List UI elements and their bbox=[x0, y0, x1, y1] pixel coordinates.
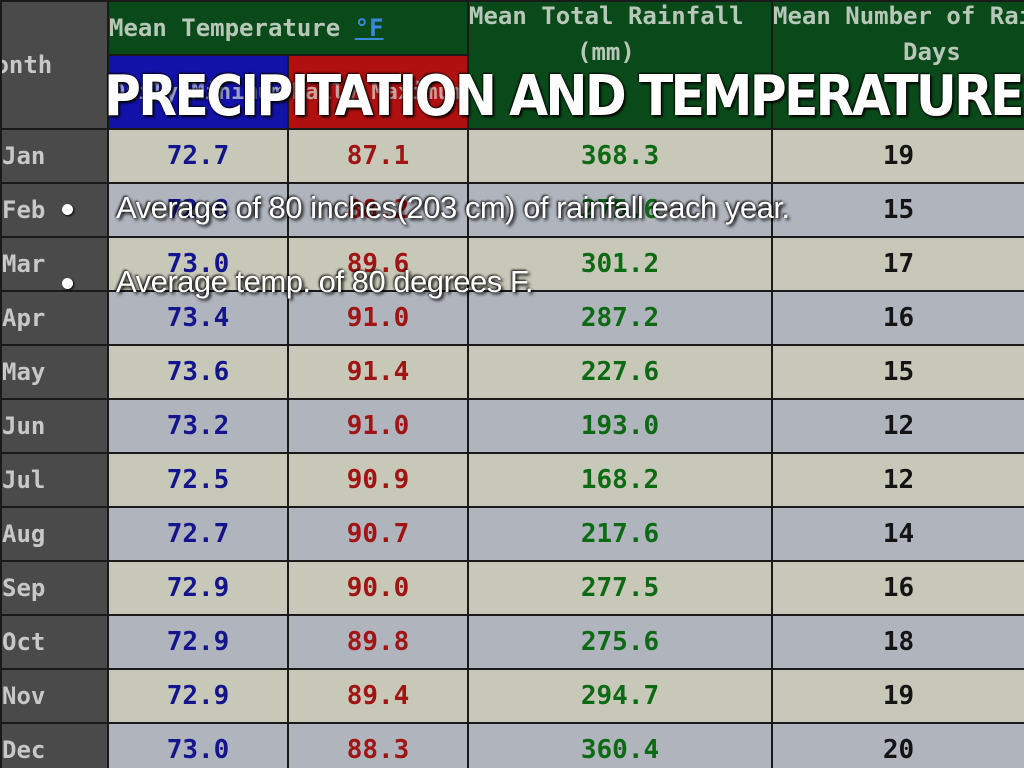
rainfall-cell: 275.6 bbox=[467, 614, 774, 670]
rain-days-cell: 18 bbox=[771, 614, 1024, 670]
table-row: Jul 72.5 90.9 168.2 12 bbox=[0, 452, 1024, 508]
daily-min-cell: 73.0 bbox=[107, 722, 289, 768]
daily-min-cell: 73.0 bbox=[107, 236, 289, 292]
table-row: Aug 72.7 90.7 217.6 14 bbox=[0, 506, 1024, 562]
daily-max-cell: 90.0 bbox=[286, 560, 470, 616]
table-row: Jan 72.7 87.1 368.3 19 bbox=[0, 128, 1024, 184]
mean-temperature-header: Mean Temperature °F bbox=[106, 0, 470, 56]
bullet-text: Average temp. of 80 degrees F. bbox=[116, 264, 533, 299]
table-row: Apr 73.4 91.0 287.2 16 bbox=[0, 290, 1024, 346]
rain-days-header-line1: Mean Number of Rain bbox=[773, 2, 1024, 30]
daily-max-cell: 89.4 bbox=[286, 668, 470, 724]
daily-min-cell: 72.9 bbox=[107, 668, 289, 724]
daily-max-cell: 91.0 bbox=[286, 398, 470, 454]
bullet-list: Average of 80 inches(203 cm) of rainfall… bbox=[62, 190, 790, 338]
daily-max-cell: 88.3 bbox=[286, 722, 470, 768]
rainfall-header-line2: (mm) bbox=[577, 38, 635, 66]
rainfall-cell: 193.0 bbox=[467, 398, 774, 454]
daily-maximum-header: Daily Maximum bbox=[286, 54, 470, 130]
rain-days-cell: 14 bbox=[771, 506, 1024, 562]
rain-days-cell: 17 bbox=[771, 236, 1024, 292]
month-cell: Nov bbox=[0, 668, 109, 724]
rain-days-cell: 12 bbox=[771, 398, 1024, 454]
bullet-item: Average of 80 inches(203 cm) of rainfall… bbox=[62, 190, 790, 264]
month-cell: Jun bbox=[0, 398, 109, 454]
month-cell: Aug bbox=[0, 506, 109, 562]
rainfall-cell: 275.6 bbox=[467, 182, 774, 238]
month-cell: Feb bbox=[0, 182, 109, 238]
table-row: May 73.6 91.4 227.6 15 bbox=[0, 344, 1024, 400]
daily-max-cell: 90.7 bbox=[286, 506, 470, 562]
climate-table-body: Jan 72.7 87.1 368.3 19 Feb 72.8 88.2 275.6 15 Mar 7… bbox=[0, 128, 1024, 768]
daily-min-cell: 73.6 bbox=[107, 344, 289, 400]
month-cell: Jan bbox=[0, 128, 109, 184]
table-row: Feb 72.8 88.2 275.6 15 bbox=[0, 182, 1024, 238]
rain-days-cell: 15 bbox=[771, 182, 1024, 238]
daily-minimum-header: Daily Minimum bbox=[107, 54, 289, 130]
rainfall-cell: 360.4 bbox=[467, 722, 774, 768]
rainfall-cell: 217.6 bbox=[467, 506, 774, 562]
rainfall-cell: 294.7 bbox=[467, 668, 774, 724]
rain-days-header: Mean Number of Rain Days bbox=[771, 0, 1024, 130]
rain-days-cell: 16 bbox=[771, 290, 1024, 346]
rain-days-cell: 16 bbox=[771, 560, 1024, 616]
daily-min-cell: 73.2 bbox=[107, 398, 289, 454]
daily-max-cell: 89.6 bbox=[286, 236, 470, 292]
daily-max-cell: 91.0 bbox=[286, 290, 470, 346]
mean-temperature-label: Mean Temperature bbox=[109, 14, 341, 42]
rainfall-header-line1: Mean Total Rainfall bbox=[469, 2, 744, 30]
bullet-text: Average of 80 inches(203 cm) of rainfall… bbox=[116, 190, 790, 225]
rainfall-cell: 227.6 bbox=[467, 344, 774, 400]
daily-min-cell: 72.7 bbox=[107, 506, 289, 562]
table-row: Mar 73.0 89.6 301.2 17 bbox=[0, 236, 1024, 292]
month-cell: Sep bbox=[0, 560, 109, 616]
rainfall-cell: 168.2 bbox=[467, 452, 774, 508]
slide-title: PRECIPITATION AND TEMPERATURE bbox=[104, 64, 1024, 129]
daily-max-cell: 91.4 bbox=[286, 344, 470, 400]
daily-max-cell: 90.9 bbox=[286, 452, 470, 508]
table-row: Nov 72.9 89.4 294.7 19 bbox=[0, 668, 1024, 724]
month-cell: Jul bbox=[0, 452, 109, 508]
bullet-item: Average temp. of 80 degrees F. bbox=[62, 264, 790, 338]
rainfall-cell: 287.2 bbox=[467, 290, 774, 346]
daily-max-cell: 88.2 bbox=[286, 182, 470, 238]
rain-days-cell: 19 bbox=[771, 128, 1024, 184]
month-cell: Dec bbox=[0, 722, 109, 768]
rainfall-cell: 277.5 bbox=[467, 560, 774, 616]
table-row: Dec 73.0 88.3 360.4 20 bbox=[0, 722, 1024, 768]
daily-max-cell: 89.8 bbox=[286, 614, 470, 670]
month-cell: Apr bbox=[0, 290, 109, 346]
rain-days-header-line2: Days bbox=[903, 38, 961, 66]
table-row: Sep 72.9 90.0 277.5 16 bbox=[0, 560, 1024, 616]
bullet-dot-icon bbox=[62, 204, 73, 215]
month-cell: May bbox=[0, 344, 109, 400]
mean-rainfall-header: Mean Total Rainfall (mm) bbox=[467, 0, 774, 130]
daily-min-cell: 72.8 bbox=[107, 182, 289, 238]
month-column-header: Month bbox=[0, 0, 109, 130]
daily-min-cell: 73.4 bbox=[107, 290, 289, 346]
bullet-dot-icon bbox=[62, 278, 73, 289]
rain-days-cell: 20 bbox=[771, 722, 1024, 768]
daily-min-cell: 72.9 bbox=[107, 560, 289, 616]
fahrenheit-unit-link[interactable]: °F bbox=[354, 14, 384, 42]
daily-min-cell: 72.5 bbox=[107, 452, 289, 508]
month-cell: Mar bbox=[0, 236, 109, 292]
rainfall-cell: 301.2 bbox=[467, 236, 774, 292]
daily-min-cell: 72.7 bbox=[107, 128, 289, 184]
table-row: Oct 72.9 89.8 275.6 18 bbox=[0, 614, 1024, 670]
rain-days-cell: 12 bbox=[771, 452, 1024, 508]
daily-max-cell: 87.1 bbox=[286, 128, 470, 184]
table-row: Jun 73.2 91.0 193.0 12 bbox=[0, 398, 1024, 454]
daily-min-cell: 72.9 bbox=[107, 614, 289, 670]
rain-days-cell: 19 bbox=[771, 668, 1024, 724]
rainfall-cell: 368.3 bbox=[467, 128, 774, 184]
rain-days-cell: 15 bbox=[771, 344, 1024, 400]
month-cell: Oct bbox=[0, 614, 109, 670]
